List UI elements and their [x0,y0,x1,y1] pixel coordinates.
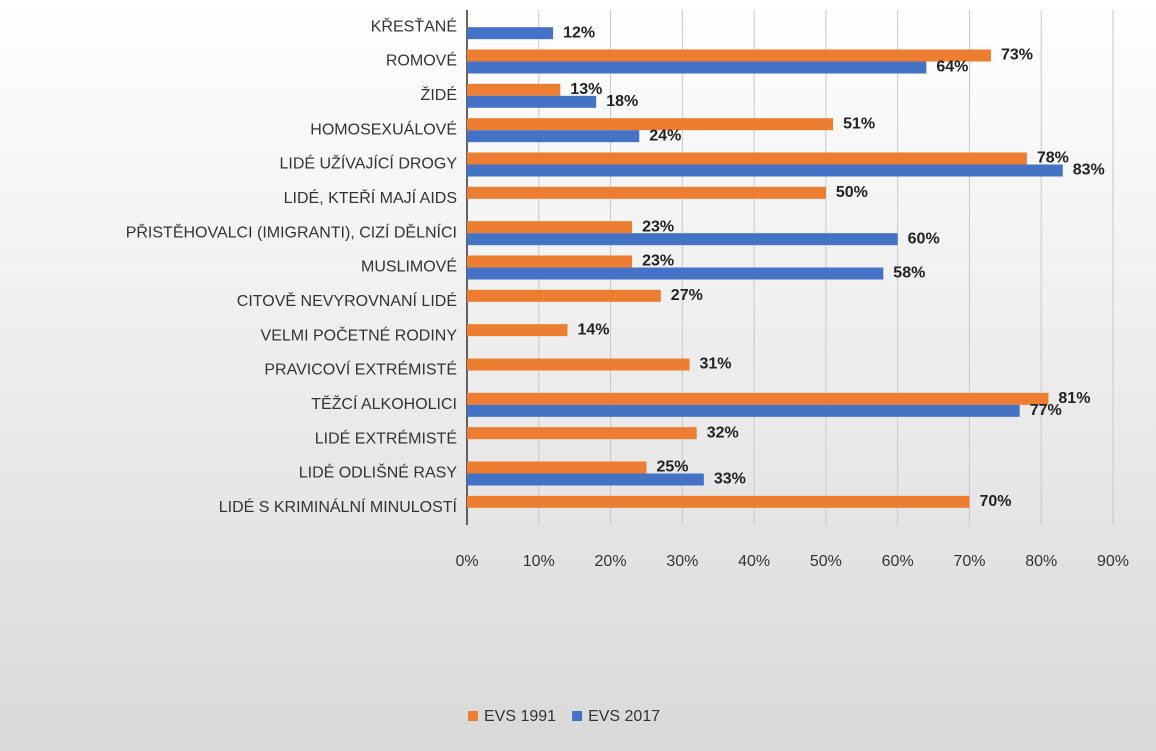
data-label: 12% [563,24,595,41]
legend-label: EVS 1991 [484,708,556,725]
y-tick-label: ŽIDÉ [421,85,457,104]
bar [467,392,1049,405]
bar [467,233,898,246]
y-tick-label: LIDÉ ODLIŠNÉ RASY [299,463,458,482]
data-label: 27% [671,287,703,304]
data-label: 70% [979,493,1011,510]
data-label: 13% [570,81,602,98]
data-label: 58% [893,265,925,282]
bar [467,289,661,302]
bar [467,267,884,280]
y-tick-label: PRAVICOVÍ EXTRÉMISTÉ [264,360,457,379]
bar [467,164,1063,177]
data-label: 25% [656,459,688,476]
data-label: 33% [714,471,746,488]
bar [467,221,633,234]
data-label: 50% [836,184,868,201]
bar [467,358,690,371]
data-label: 51% [843,115,875,132]
y-tick-label: VELMI POČETNÉ RODINY [261,325,458,344]
bar [467,118,834,131]
bar [467,95,597,108]
legend-swatch [572,711,583,721]
bar [467,495,970,508]
data-label: 14% [577,321,609,338]
x-tick-label: 80% [1025,553,1057,570]
legend-label: EVS 2017 [588,708,660,725]
bar [467,27,554,40]
x-tick-label: 40% [738,553,770,570]
bar [467,83,561,96]
y-tick-label: LIDÉ, KTEŘÍ MAJÍ AIDS [284,188,457,207]
x-tick-label: 0% [455,553,478,570]
y-tick-label: LIDÉ S KRIMINÁLNÍ MINULOSTÍ [219,497,458,516]
data-label: 23% [642,253,674,270]
data-label: 24% [649,127,681,144]
bar [467,130,640,143]
data-label: 77% [1030,402,1062,419]
x-tick-label: 20% [595,553,627,570]
bar [467,255,633,268]
bar [467,49,991,62]
data-label: 81% [1058,390,1090,407]
bar [467,461,647,474]
data-label: 18% [606,93,638,110]
y-tick-label: PŘISTĚHOVALCI (IMIGRANTI), CIZÍ DĚLNÍCI [126,222,457,241]
x-tick-label: 10% [523,553,555,570]
data-label: 83% [1073,162,1105,179]
bar [467,186,826,199]
y-tick-label: ROMOVÉ [386,51,457,70]
y-tick-label: KŘESŤANÉ [371,16,457,35]
bar [467,152,1027,165]
y-tick-label: LIDÉ EXTRÉMISTÉ [315,428,457,447]
y-tick-label: TĚŽCÍ ALKOHOLICI [311,394,457,413]
bar [467,404,1020,417]
y-tick-label: LIDÉ UŽÍVAJÍCÍ DROGY [279,154,457,173]
bar [467,427,697,440]
legend-swatch [468,711,478,721]
data-label: 60% [908,230,940,247]
bar [467,473,704,486]
y-tick-label: HOMOSEXUÁLOVÉ [310,119,457,138]
data-label: 23% [642,218,674,235]
x-tick-label: 50% [810,553,842,570]
bar [467,324,568,337]
bar [467,61,927,74]
data-label: 64% [936,59,968,76]
data-label: 73% [1001,47,1033,64]
y-tick-label: MUSLIMOVÉ [361,257,457,276]
data-label: 32% [707,424,739,441]
x-tick-label: 90% [1097,553,1129,570]
data-label: 78% [1037,150,1069,167]
data-label: 31% [700,356,732,373]
x-tick-label: 60% [882,553,914,570]
x-tick-label: 70% [953,553,985,570]
x-tick-label: 30% [666,553,698,570]
y-tick-label: CITOVĚ NEVYROVNANÍ LIDÉ [237,291,457,310]
